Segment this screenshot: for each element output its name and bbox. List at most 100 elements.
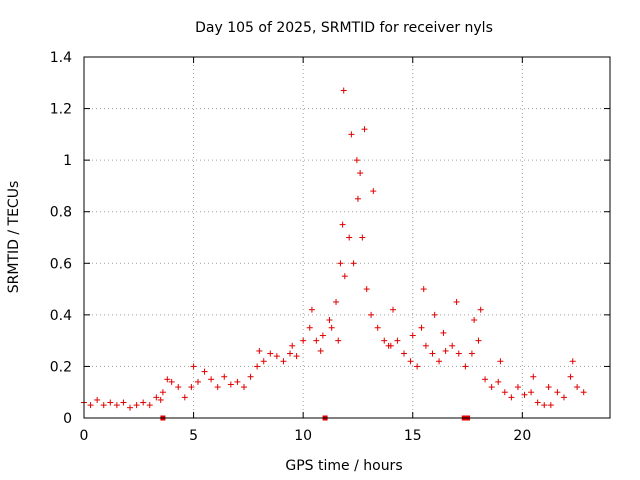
- data-point: [436, 358, 443, 365]
- data-point: [133, 402, 140, 409]
- data-point: [569, 358, 576, 365]
- y-tick-label: 1: [63, 153, 72, 169]
- data-point: [234, 378, 241, 385]
- data-point: [201, 368, 208, 375]
- data-point: [247, 373, 254, 380]
- data-point: [159, 389, 166, 396]
- data-point: [293, 353, 300, 360]
- y-tick-label: 0.6: [50, 256, 72, 272]
- data-point: [208, 376, 215, 383]
- data-point: [326, 317, 333, 324]
- data-point: [468, 350, 475, 357]
- data-point: [363, 286, 370, 293]
- data-point: [407, 358, 414, 365]
- data-point: [530, 373, 537, 380]
- data-point: [350, 260, 357, 267]
- data-point: [353, 157, 360, 164]
- data-point: [488, 384, 495, 391]
- data-point: [567, 373, 574, 380]
- data-point: [508, 394, 515, 401]
- data-point: [153, 394, 160, 401]
- data-point: [267, 350, 274, 357]
- y-axis-label: SRMTID / TECUs: [6, 181, 22, 294]
- data-point: [280, 358, 287, 365]
- data-point: [385, 342, 392, 349]
- data-point: [188, 384, 195, 391]
- data-point: [440, 329, 447, 336]
- data-point: [190, 363, 197, 370]
- data-point: [194, 378, 201, 385]
- data-point: [300, 337, 307, 344]
- data-point: [287, 350, 294, 357]
- data-point: [256, 347, 263, 354]
- data-point: [357, 170, 364, 177]
- y-tick-label: 0: [63, 411, 72, 427]
- data-point: [337, 260, 344, 267]
- data-point: [453, 298, 460, 305]
- data-point: [574, 384, 581, 391]
- data-point: [374, 324, 381, 331]
- data-point: [308, 306, 315, 313]
- data-point: [354, 195, 361, 202]
- data-point: [100, 402, 107, 409]
- data-points: [81, 87, 587, 421]
- data-point: [181, 394, 188, 401]
- data-point: [381, 337, 388, 344]
- y-tick-label: 0.2: [50, 359, 72, 375]
- x-tick-label: 0: [80, 428, 89, 444]
- data-point: [422, 342, 429, 349]
- data-point: [273, 353, 280, 360]
- data-point: [164, 376, 171, 383]
- data-point: [127, 404, 134, 411]
- data-point: [462, 363, 469, 370]
- axis-ticks: 0 5 10 15 20 0 0.2 0.4 0.6 0.8 1 1.2 1.4: [50, 50, 610, 444]
- data-point: [545, 384, 552, 391]
- data-point: [580, 389, 587, 396]
- y-tick-label: 1.2: [50, 102, 72, 118]
- y-tick-label: 1.4: [50, 50, 72, 66]
- data-point: [361, 126, 368, 133]
- data-point: [346, 234, 353, 241]
- data-point: [471, 317, 478, 324]
- data-point: [477, 306, 484, 313]
- data-point: [501, 389, 508, 396]
- data-point: [214, 384, 221, 391]
- data-point: [429, 350, 436, 357]
- x-tick-label: 15: [404, 428, 422, 444]
- data-point: [146, 402, 153, 409]
- data-point: [370, 188, 377, 195]
- data-point: [409, 332, 416, 339]
- data-point: [140, 399, 147, 406]
- data-point: [87, 402, 94, 409]
- x-tick-label: 5: [189, 428, 198, 444]
- data-point: [475, 337, 482, 344]
- data-point: [333, 298, 340, 305]
- data-point: [390, 306, 397, 313]
- data-point: [339, 221, 346, 228]
- x-axis-label: GPS time / hours: [285, 458, 402, 474]
- data-point: [497, 358, 504, 365]
- data-point: [420, 286, 427, 293]
- data-point: [227, 381, 234, 388]
- data-point: [514, 384, 521, 391]
- data-point: [418, 324, 425, 331]
- data-point: [335, 337, 342, 344]
- data-point: [120, 399, 127, 406]
- data-point: [482, 376, 489, 383]
- data-point: [94, 396, 101, 403]
- chart-title: Day 105 of 2025, SRMTID for receiver nyl…: [195, 20, 493, 36]
- data-point: [348, 131, 355, 138]
- data-point: [317, 347, 324, 354]
- data-point: [414, 363, 421, 370]
- y-tick-label: 0.4: [50, 308, 72, 324]
- data-point: [449, 342, 456, 349]
- data-point: [168, 378, 175, 385]
- data-point: [260, 358, 267, 365]
- data-point: [554, 389, 561, 396]
- data-point: [495, 378, 502, 385]
- data-point: [359, 234, 366, 241]
- data-point: [107, 399, 114, 406]
- data-point: [541, 402, 548, 409]
- data-point: [455, 350, 462, 357]
